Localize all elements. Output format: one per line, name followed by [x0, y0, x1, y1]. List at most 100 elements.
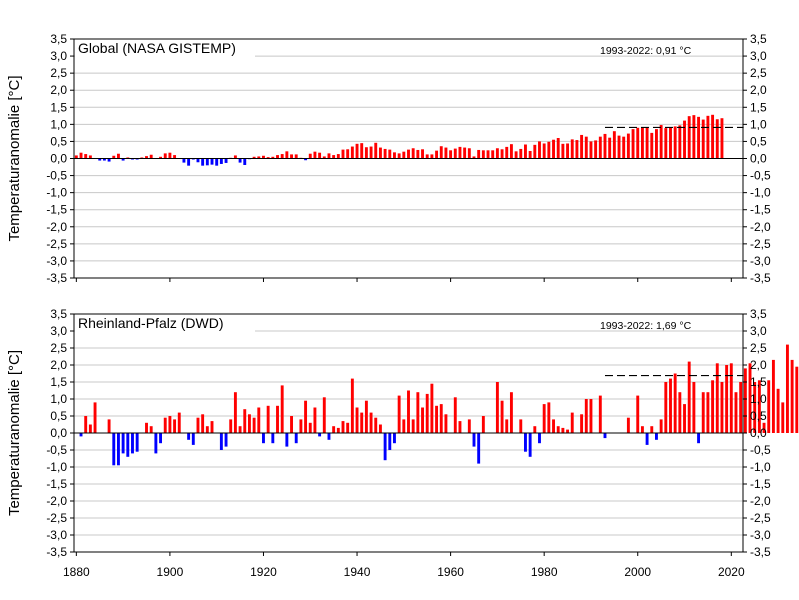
bar-negative	[697, 433, 701, 444]
ytick-label-right: 0,5	[750, 134, 767, 148]
bar-positive	[341, 421, 345, 433]
bar-negative	[201, 158, 205, 166]
bar-positive	[378, 424, 382, 433]
ytick-label-left: 1,5	[50, 375, 67, 389]
bar-positive	[458, 421, 462, 433]
bar-negative	[538, 433, 541, 444]
bar-positive	[631, 129, 635, 159]
ytick-label-left: 2,0	[50, 83, 67, 97]
bar-positive	[552, 139, 555, 159]
bar-positive	[739, 382, 743, 433]
bar-positive	[524, 144, 527, 159]
bar-positive	[407, 390, 410, 433]
bar-positive	[84, 154, 88, 159]
ytick-label-right: 3,5	[750, 307, 767, 321]
bar-positive	[350, 378, 354, 433]
bar-negative	[131, 158, 134, 160]
bar-positive	[196, 417, 200, 433]
ytick-label-left: 2,5	[50, 341, 67, 355]
bar-positive	[149, 426, 153, 433]
bar-positive	[701, 119, 705, 159]
bar-positive	[88, 155, 92, 159]
bar-negative	[393, 433, 396, 444]
ytick-label-left: 1,5	[50, 100, 67, 114]
bar-positive	[584, 399, 588, 433]
y-axis-label: Temperaturanomalie [°C]	[6, 350, 23, 516]
bar-negative	[135, 158, 139, 160]
bar-positive	[262, 155, 265, 159]
bar-positive	[748, 363, 752, 433]
bar-positive	[163, 153, 167, 159]
bar-positive	[435, 150, 439, 159]
ytick-label-right: 3,5	[750, 32, 767, 46]
bar-positive	[580, 414, 584, 433]
bar-negative	[603, 433, 607, 439]
ytick-label-right: 1,0	[750, 117, 767, 131]
bar-positive	[528, 150, 532, 159]
bar-positive	[79, 152, 83, 159]
bar-positive	[626, 417, 630, 433]
bar-positive	[720, 382, 724, 433]
bar-positive	[327, 153, 331, 159]
bar-positive	[290, 416, 293, 433]
bar-positive	[509, 144, 513, 159]
bar-positive	[276, 405, 279, 433]
ytick-label-left: -1,5	[46, 203, 67, 217]
bar-positive	[397, 395, 401, 433]
bar-positive	[425, 393, 429, 433]
bar-positive	[542, 404, 546, 433]
ytick-label-right: 0,0	[750, 426, 767, 440]
ytick-label-left: 0,5	[50, 134, 67, 148]
bar-positive	[542, 143, 546, 159]
bar-positive	[509, 392, 513, 433]
bar-positive	[378, 147, 382, 159]
bar-positive	[561, 143, 565, 159]
bar-positive	[149, 154, 153, 159]
ytick-label-left: -0,5	[46, 443, 67, 457]
bar-negative	[655, 433, 658, 440]
bar-positive	[636, 127, 640, 159]
bar-negative	[191, 158, 195, 160]
bar-positive	[336, 427, 340, 433]
bar-positive	[495, 382, 499, 433]
bar-positive	[481, 150, 485, 159]
bar-negative	[327, 433, 331, 440]
bar-positive	[659, 419, 663, 433]
bar-positive	[393, 152, 396, 159]
bar-negative	[524, 433, 527, 452]
ytick-label-left: 1,0	[50, 117, 67, 131]
bar-positive	[145, 422, 148, 433]
bar-positive	[411, 148, 415, 159]
bar-positive	[673, 373, 677, 433]
ytick-label-right: -1,0	[750, 460, 771, 474]
bar-positive	[552, 419, 555, 433]
ytick-label-right: -3,0	[750, 528, 771, 542]
bar-positive	[757, 380, 761, 433]
bar-positive	[575, 140, 579, 159]
bar-positive	[116, 153, 120, 159]
bar-positive	[163, 417, 167, 433]
ytick-label-left: -0,5	[46, 169, 67, 183]
bar-positive	[364, 400, 368, 433]
bar-positive	[790, 359, 794, 433]
bar-positive	[299, 419, 303, 433]
ytick-label-left: -2,5	[46, 511, 67, 525]
bar-positive	[598, 136, 602, 159]
bar-positive	[640, 127, 644, 159]
ytick-label-right: -2,5	[750, 237, 771, 251]
ytick-label-left: 1,0	[50, 392, 67, 406]
bar-positive	[556, 138, 560, 159]
bar-negative	[285, 433, 289, 447]
ytick-label-right: -0,5	[750, 169, 771, 183]
ytick-label-right: -2,0	[750, 220, 771, 234]
bar-positive	[88, 424, 92, 433]
bar-negative	[224, 158, 228, 163]
bar-positive	[491, 150, 495, 159]
bar-positive	[322, 397, 326, 433]
bar-positive	[233, 155, 237, 159]
bar-positive	[168, 152, 172, 159]
bar-positive	[594, 140, 598, 159]
xtick-label: 1940	[344, 565, 371, 579]
ytick-label-right: -3,5	[750, 271, 771, 285]
bar-negative	[219, 433, 223, 450]
